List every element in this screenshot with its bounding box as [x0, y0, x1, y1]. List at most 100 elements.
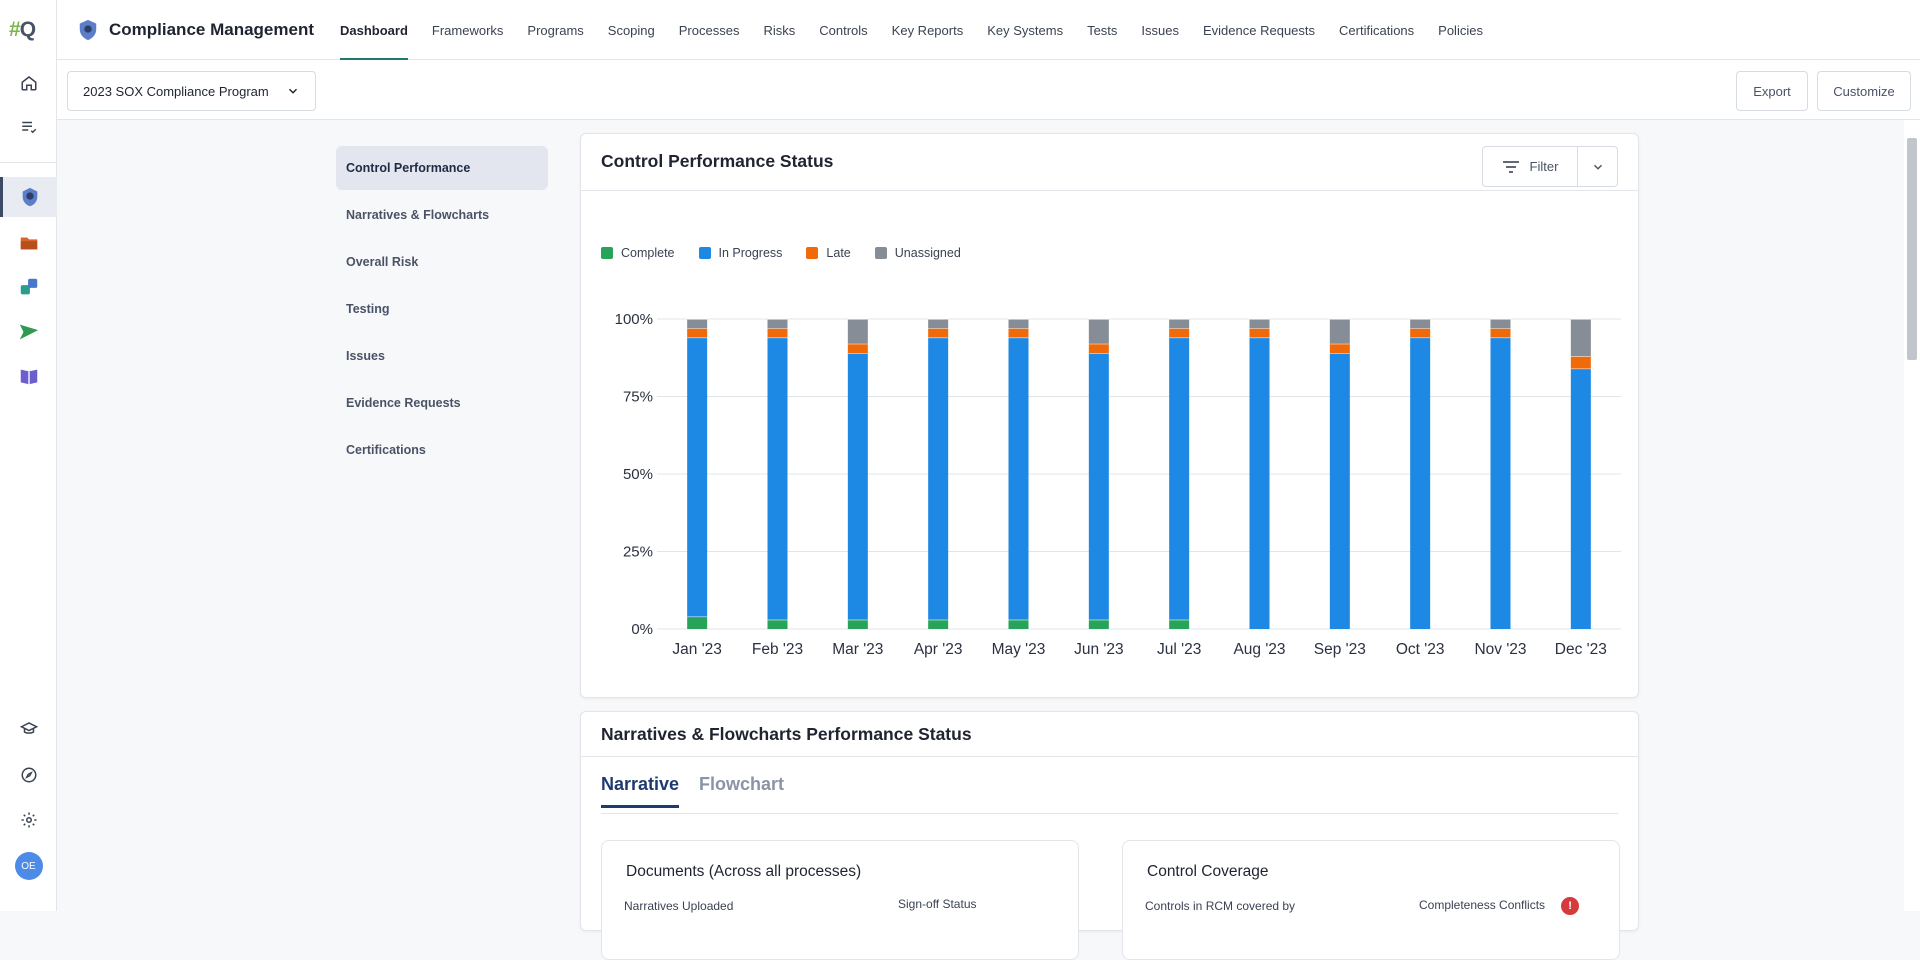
program-select[interactable]: 2023 SOX Compliance Program: [67, 71, 316, 111]
x-tick-label: Jan '23: [672, 641, 722, 658]
bar-segment: [1169, 328, 1190, 338]
nav-risks[interactable]: Risks: [763, 22, 796, 38]
bar-segment: [1169, 319, 1190, 329]
x-tick-label: Feb '23: [752, 641, 803, 658]
bar-segment: [1088, 343, 1109, 354]
bar-segment: [928, 619, 949, 629]
book-icon[interactable]: [0, 356, 57, 396]
section-nav-item[interactable]: Narratives & Flowcharts: [346, 208, 490, 222]
nav-evidence-requests[interactable]: Evidence Requests: [1203, 22, 1316, 38]
section-nav-item[interactable]: Issues: [346, 349, 385, 363]
nav-dashboard[interactable]: Dashboard: [328, 0, 420, 60]
bar-segment: [1008, 337, 1029, 620]
nav-processes[interactable]: Processes: [678, 22, 740, 38]
app-logo[interactable]: #Q: [9, 18, 36, 41]
bar-segment: [767, 619, 788, 629]
nav-key-systems[interactable]: Key Systems: [987, 22, 1064, 38]
nav-certifications[interactable]: Certifications: [1339, 22, 1415, 38]
legend-swatch: [601, 247, 613, 259]
section-nav-item[interactable]: Evidence Requests: [346, 396, 461, 410]
nav-programs[interactable]: Programs: [527, 22, 584, 38]
legend-item[interactable]: In Progress: [698, 246, 782, 260]
bar-segment: [1329, 319, 1350, 344]
control-coverage-title: Control Coverage: [1147, 863, 1269, 880]
bar-segment: [1490, 319, 1511, 329]
legend-item[interactable]: Late: [806, 246, 851, 260]
bar-segment: [687, 328, 708, 338]
compliance-icon[interactable]: [0, 177, 57, 217]
x-tick-label: May '23: [992, 641, 1046, 658]
section-nav-item[interactable]: Control Performance: [336, 146, 548, 190]
narratives-uploaded-label: Narratives Uploaded: [624, 899, 734, 913]
control-performance-card: Control Performance Status Filter Comple…: [580, 133, 1639, 698]
bar-segment: [1570, 356, 1591, 369]
scroll-thumb[interactable]: [1907, 138, 1917, 360]
learning-icon[interactable]: [0, 709, 57, 749]
tab-flowchart[interactable]: Flowchart: [699, 774, 785, 794]
bar-segment: [1410, 319, 1431, 329]
x-tick-label: Nov '23: [1474, 641, 1526, 658]
chart-legend: Complete In Progress Late Unassigned: [601, 246, 961, 260]
bar-segment: [767, 319, 788, 329]
legend-item[interactable]: Complete: [601, 246, 675, 260]
nav-policies[interactable]: Policies: [1438, 22, 1483, 38]
section-nav-item[interactable]: Overall Risk: [346, 255, 419, 269]
filter-label: Filter: [1529, 159, 1559, 174]
bar-segment: [847, 343, 868, 354]
bar-segment: [767, 328, 788, 338]
nav-scoping[interactable]: Scoping: [607, 22, 655, 38]
folder-icon[interactable]: [0, 223, 57, 263]
export-button[interactable]: Export: [1736, 71, 1808, 111]
narratives-card: Narratives & Flowcharts Performance Stat…: [580, 711, 1639, 960]
bar-segment: [847, 353, 868, 620]
gear-icon[interactable]: [0, 800, 57, 840]
bar-segment: [1410, 328, 1431, 338]
bar-segment: [1249, 319, 1270, 329]
nav-key-reports[interactable]: Key Reports: [891, 22, 964, 38]
chevron-down-icon: [1593, 164, 1602, 170]
page-scrollbar[interactable]: [1904, 120, 1920, 911]
bar-segment: [767, 337, 788, 620]
legend-label: Unassigned: [894, 246, 961, 260]
legend-label: Late: [826, 246, 851, 260]
chevron-down-icon: [288, 88, 298, 94]
bar-segment: [1088, 319, 1109, 344]
brand: Compliance Management: [77, 18, 314, 42]
bar-segment: [1570, 319, 1591, 357]
filter-button[interactable]: Filter: [1483, 147, 1578, 186]
user-avatar[interactable]: OE: [0, 846, 57, 886]
nav-issues[interactable]: Issues: [1141, 22, 1179, 38]
completeness-conflicts-row: Completeness Conflicts!: [1419, 897, 1580, 915]
workflow-icon[interactable]: [0, 267, 57, 307]
x-tick-label: Dec '23: [1555, 641, 1607, 658]
avatar-initials: OE: [14, 852, 43, 880]
bar-segment: [1249, 328, 1270, 338]
x-tick-label: Apr '23: [914, 641, 963, 658]
legend-swatch: [806, 247, 819, 259]
bar-segment: [928, 337, 949, 620]
bar-segment: [1490, 328, 1511, 338]
bar-segment: [1249, 337, 1270, 629]
filter-dropdown-button[interactable]: [1578, 147, 1617, 186]
bar-segment: [928, 319, 949, 329]
section-nav-item[interactable]: Testing: [346, 302, 390, 316]
nav-controls[interactable]: Controls: [819, 22, 868, 38]
legend-item[interactable]: Unassigned: [874, 246, 961, 260]
control-performance-chart: 0% 25% 50% 75% 100% Jan '23 Feb '23 Mar '23 Apr …: [615, 311, 1621, 658]
legend-swatch: [698, 247, 711, 259]
nav-tests[interactable]: Tests: [1087, 22, 1118, 38]
tasks-icon[interactable]: [0, 107, 57, 147]
customize-button[interactable]: Customize: [1817, 71, 1911, 111]
send-icon[interactable]: [0, 312, 57, 352]
bar-segment: [1088, 353, 1109, 620]
nav-frameworks[interactable]: Frameworks: [431, 22, 504, 38]
compliance-shield-icon: [79, 19, 97, 41]
compass-icon[interactable]: [0, 755, 57, 795]
y-tick-label: 25%: [623, 544, 653, 561]
filter-group: Filter: [1482, 146, 1618, 187]
bar-segment: [1570, 368, 1591, 629]
section-nav-item[interactable]: Certifications: [346, 443, 426, 457]
home-icon[interactable]: [0, 63, 57, 103]
tab-narrative[interactable]: Narrative: [601, 774, 680, 808]
bar-segment: [1329, 343, 1350, 354]
